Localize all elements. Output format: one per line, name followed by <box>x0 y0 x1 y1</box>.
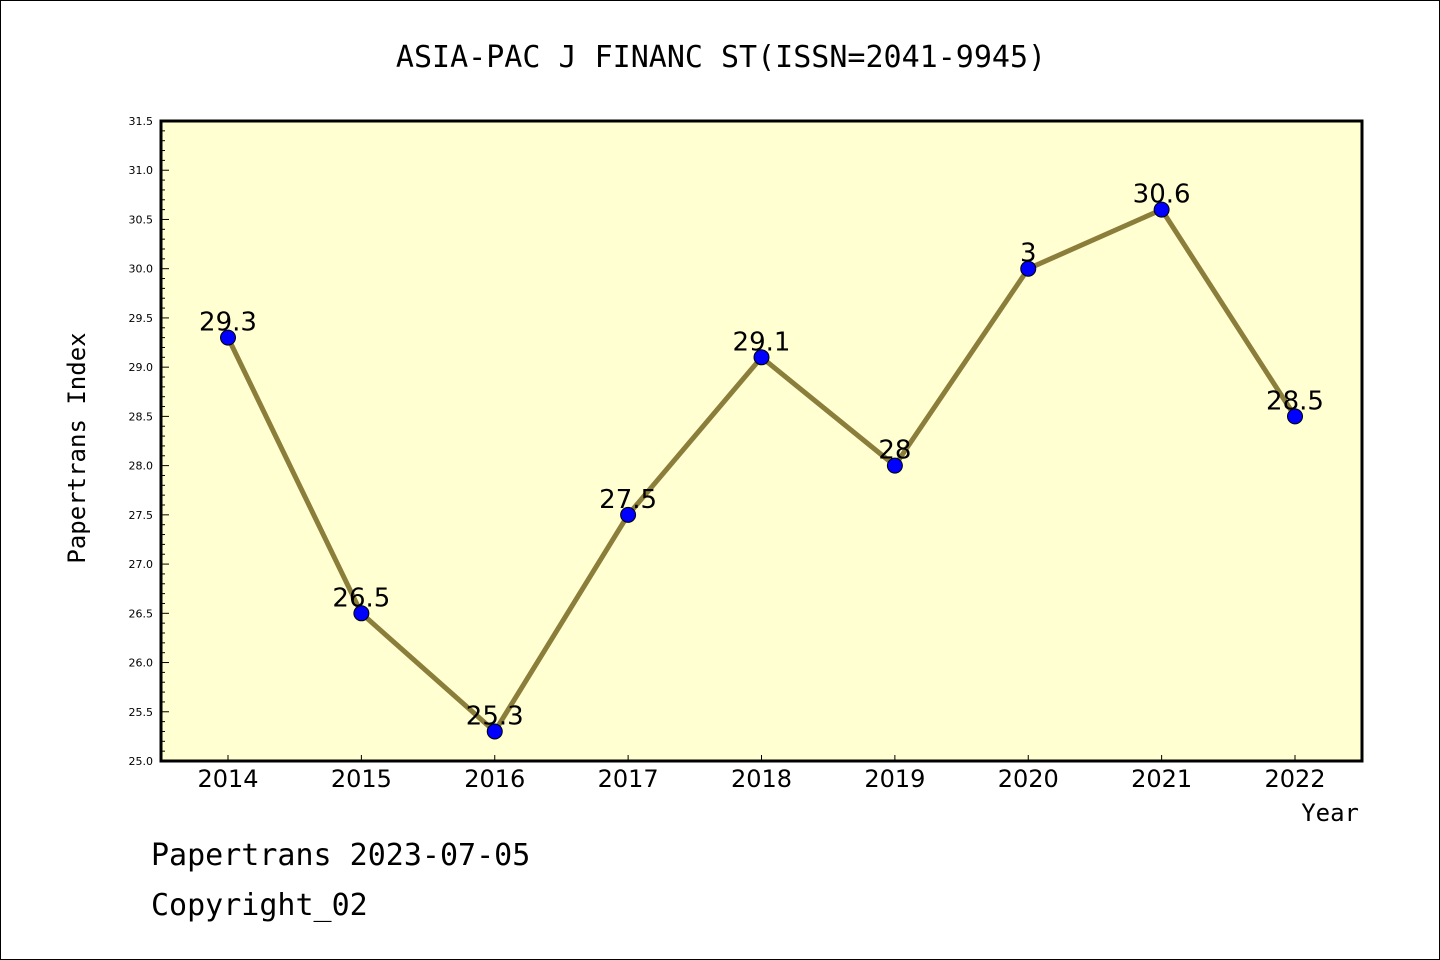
data-label: 27.5 <box>599 485 657 515</box>
y-tick-label: 26.0 <box>129 657 154 670</box>
x-tick-label: 2018 <box>731 765 792 793</box>
y-tick-label: 29.5 <box>129 312 154 325</box>
data-label: 28.5 <box>1266 386 1324 416</box>
x-tick-label: 2022 <box>1264 765 1325 793</box>
x-tick-label: 2014 <box>197 765 258 793</box>
y-tick-label: 30.0 <box>129 263 154 276</box>
x-tick-label: 2015 <box>331 765 392 793</box>
data-label: 30.6 <box>1133 180 1191 210</box>
data-label: 3 <box>1020 239 1037 269</box>
data-point <box>353 605 370 622</box>
data-point <box>753 349 770 366</box>
plot-area <box>159 119 1364 763</box>
data-label: 29.1 <box>733 327 791 357</box>
data-label: 28 <box>878 436 911 466</box>
series-markers <box>220 201 1303 740</box>
data-label: 29.3 <box>199 308 257 338</box>
x-tick-label: 2017 <box>598 765 659 793</box>
footer-date: Papertrans 2023-07-05 <box>151 838 530 873</box>
y-tick-label: 28.5 <box>129 410 154 423</box>
y-tick-label: 26.5 <box>129 607 154 620</box>
data-point <box>1287 408 1303 425</box>
chart-title: ASIA-PAC J FINANC ST(ISSN=2041-9945) <box>396 40 1046 75</box>
x-tick-label: 2016 <box>464 765 525 793</box>
y-tick-label: 31.0 <box>129 164 154 177</box>
y-axis: 25.0 25.5 26.0 26.5 27.0 27.5 28.0 28.5 29.0 29.5… <box>129 115 169 768</box>
data-labels: 29.3 26.5 25.3 27.5 29.1 28 3 30.6 28.5 <box>199 180 1324 732</box>
x-axis: 2014 2015 2016 2017 2018 2019 2020 2021 2022 <box>197 755 1326 793</box>
y-axis-label: Papertrans Index <box>63 332 91 563</box>
y-tick-label: 25.0 <box>129 755 154 768</box>
y-tick-label: 28.0 <box>129 460 154 473</box>
y-tick-label: 27.5 <box>129 509 154 522</box>
data-label: 26.5 <box>332 583 390 613</box>
data-label: 25.3 <box>466 701 524 731</box>
x-tick-label: 2020 <box>998 765 1059 793</box>
data-point <box>1153 201 1170 218</box>
data-point <box>1020 260 1037 277</box>
y-tick-label: 31.5 <box>129 115 154 128</box>
data-point <box>620 506 637 523</box>
x-tick-label: 2019 <box>864 765 925 793</box>
data-point <box>886 457 903 474</box>
y-tick-label: 29.0 <box>129 361 154 374</box>
y-tick-label: 27.0 <box>129 558 154 571</box>
y-tick-label: 30.5 <box>129 213 154 226</box>
footer-copyright: Copyright_02 <box>151 888 368 923</box>
data-point <box>486 723 503 740</box>
x-tick-label: 2021 <box>1131 765 1192 793</box>
y-tick-label: 25.5 <box>129 706 154 719</box>
data-point <box>220 329 236 346</box>
x-axis-label: Year <box>1301 799 1359 827</box>
